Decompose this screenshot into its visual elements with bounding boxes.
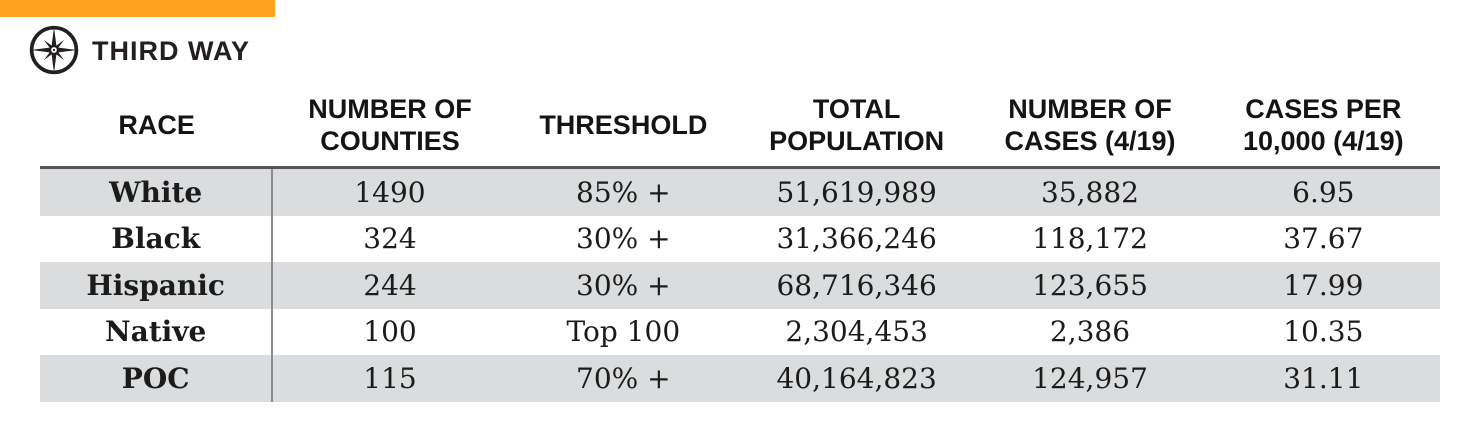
table-row: Native 100 Top 100 2,304,453 2,386 10.35 bbox=[40, 308, 1440, 355]
race-cell: Native bbox=[40, 308, 274, 355]
column-header-cases: NUMBER OF CASES (4/19) bbox=[1004, 94, 1176, 156]
counties-cell: 324 bbox=[363, 222, 417, 256]
counties-cell: 244 bbox=[363, 268, 417, 302]
table-body: White 1490 85% + 51,619,989 35,882 6.95 … bbox=[40, 166, 1440, 402]
population-cell: 31,366,246 bbox=[776, 222, 937, 256]
threshold-cell: 85% + bbox=[576, 175, 671, 209]
race-cell: Black bbox=[40, 215, 274, 262]
threshold-cell: Top 100 bbox=[566, 315, 681, 349]
cases-per-10k-cell: 6.95 bbox=[1292, 175, 1355, 209]
brand-header: THIRD WAY bbox=[28, 24, 250, 76]
population-cell: 68,716,346 bbox=[776, 268, 937, 302]
brand-accent-bar bbox=[0, 0, 275, 17]
population-cell: 51,619,989 bbox=[776, 175, 937, 209]
cases-per-10k-cell: 31.11 bbox=[1283, 361, 1364, 395]
threshold-cell: 30% + bbox=[576, 222, 671, 256]
compass-star-icon bbox=[29, 25, 79, 75]
column-header-population: TOTAL POPULATION bbox=[769, 94, 945, 156]
column-header-race: RACE bbox=[118, 110, 195, 141]
counties-cell: 1490 bbox=[354, 175, 426, 209]
cases-cell: 124,957 bbox=[1032, 361, 1148, 395]
race-cell: Hispanic bbox=[40, 262, 274, 309]
cases-per-10k-cell: 10.35 bbox=[1283, 315, 1364, 349]
cases-cell: 118,172 bbox=[1032, 222, 1148, 256]
cases-per-10k-cell: 37.67 bbox=[1283, 222, 1364, 256]
table-row: White 1490 85% + 51,619,989 35,882 6.95 bbox=[40, 169, 1440, 216]
cases-cell: 2,386 bbox=[1049, 315, 1131, 349]
race-cases-table: RACE NUMBER OF COUNTIES THRESHOLD TOTAL … bbox=[40, 86, 1440, 402]
cases-cell: 35,882 bbox=[1041, 175, 1139, 209]
brand-wordmark: THIRD WAY bbox=[92, 35, 251, 66]
threshold-cell: 30% + bbox=[576, 268, 671, 302]
column-header-cases-per-10k: CASES PER 10,000 (4/19) bbox=[1243, 94, 1404, 156]
table-row: Hispanic 244 30% + 68,716,346 123,655 17… bbox=[40, 262, 1440, 309]
cases-per-10k-cell: 17.99 bbox=[1283, 268, 1364, 302]
counties-cell: 115 bbox=[363, 361, 417, 395]
population-cell: 2,304,453 bbox=[785, 315, 928, 349]
column-header-counties: NUMBER OF COUNTIES bbox=[308, 94, 472, 156]
race-cell: POC bbox=[40, 355, 274, 402]
cases-cell: 123,655 bbox=[1032, 268, 1148, 302]
threshold-cell: 70% + bbox=[576, 361, 671, 395]
column-header-threshold: THRESHOLD bbox=[539, 110, 708, 141]
counties-cell: 100 bbox=[363, 315, 417, 349]
table-row: Black 324 30% + 31,366,246 118,172 37.67 bbox=[40, 215, 1440, 262]
race-cell: White bbox=[40, 169, 274, 216]
table-header-row: RACE NUMBER OF COUNTIES THRESHOLD TOTAL … bbox=[40, 86, 1440, 166]
population-cell: 40,164,823 bbox=[776, 361, 937, 395]
table-row: POC 115 70% + 40,164,823 124,957 31.11 bbox=[40, 355, 1440, 402]
